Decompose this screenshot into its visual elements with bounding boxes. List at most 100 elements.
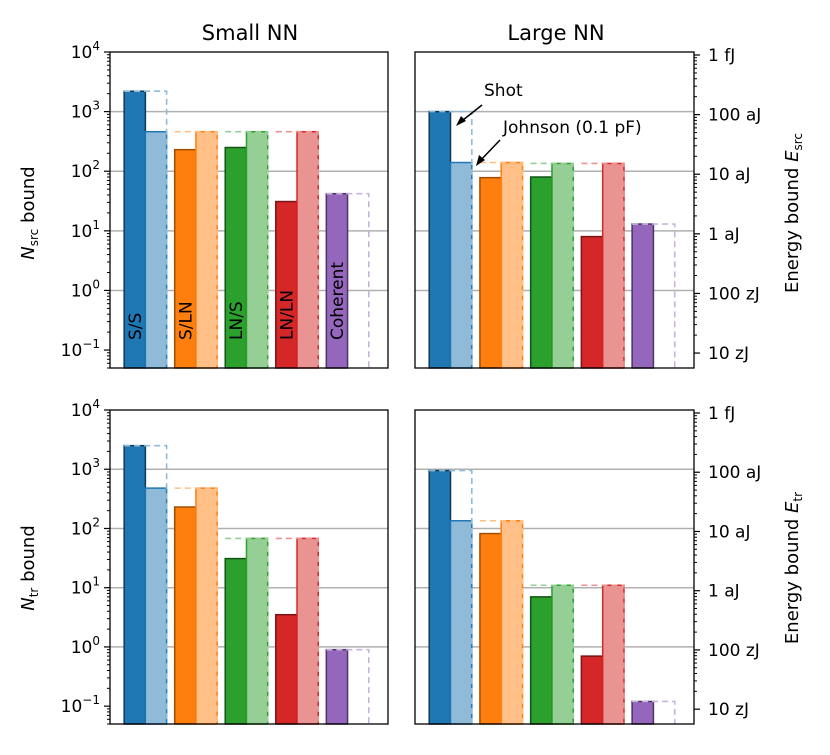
annotation-shot: Shot <box>456 81 523 126</box>
bar-dark-Coherent <box>631 700 655 725</box>
axes-frame <box>109 51 389 369</box>
ytick-label: 103 <box>71 456 100 480</box>
bars-layer: S/S S/LN LN/S LN/LN Coherent <box>123 90 676 725</box>
bar-dashed-S/S <box>429 110 473 368</box>
panel-2 <box>428 110 676 369</box>
energy-tick-label: 1 fJ <box>708 46 735 66</box>
panel-1: S/S S/LN LN/S LN/LN Coherent <box>123 90 370 369</box>
energy-tick-label: 1 aJ <box>708 582 740 602</box>
bar-dark-LN/S <box>529 596 553 725</box>
bar-dashed-Coherent <box>326 192 370 368</box>
bar-dashed-LN/S <box>225 537 269 724</box>
annotation-johnson-arrowhead <box>476 155 485 166</box>
bar-group-lns <box>224 537 269 725</box>
bar-group-ss <box>428 469 473 725</box>
energy-tick-label: 100 zJ <box>708 641 760 661</box>
bar-group-lnln <box>580 162 625 369</box>
column-title-small-nn: Small NN <box>202 21 298 45</box>
bar-dark-S/S <box>123 444 147 725</box>
bar-light-S/LN <box>500 519 524 725</box>
bar-dashed-LN/LN <box>275 537 320 724</box>
bar-light-S/S <box>449 161 473 369</box>
bar-light-LN/LN <box>601 162 625 369</box>
bar-dashed-S/LN <box>479 519 524 724</box>
bar-light-LN/LN <box>296 537 319 725</box>
energy-tick-label: 10 zJ <box>708 700 749 720</box>
bar-group-lns <box>529 162 575 369</box>
bar-dark-LN/LN <box>580 235 604 369</box>
ylabel-n-tr: Ntr bound <box>18 525 41 611</box>
bar-dashed-LN/LN <box>581 162 625 368</box>
bar-group-ss <box>428 110 473 369</box>
energy-tick-label: 1 fJ <box>708 404 735 424</box>
group-label-sln: S/LN <box>176 301 196 340</box>
ytick-label: 101 <box>71 575 100 599</box>
column-title-large-nn: Large NN <box>507 21 604 45</box>
group-label-lnln: LN/LN <box>277 290 297 340</box>
bar-group-sln <box>173 487 218 725</box>
bar-group-sln <box>479 161 524 369</box>
panel-3 <box>123 444 370 725</box>
ytick-label: 102 <box>71 158 100 182</box>
bar-group-coherent <box>631 700 676 725</box>
bar-light-LN/S <box>245 130 269 369</box>
bar-dashed-LN/LN <box>581 584 625 724</box>
bar-group-lnln <box>275 537 320 725</box>
bar-dark-LN/LN <box>275 200 298 369</box>
ytick-label: 100 <box>71 634 100 658</box>
bar-group-lns <box>529 584 575 725</box>
bar-light-S/S <box>449 519 473 725</box>
bar-dark-LN/LN <box>275 613 298 725</box>
bar-dashed-Coherent <box>632 223 676 368</box>
annotation-johnson: Johnson (0.1 pF) <box>476 118 642 166</box>
axes-frame <box>109 409 389 725</box>
bar-light-LN/LN <box>296 130 319 369</box>
energy-tick-label: 10 aJ <box>708 165 750 185</box>
bar-dark-S/LN <box>479 532 502 725</box>
bar-group-coherent <box>631 223 676 369</box>
bar-group-sln <box>173 130 218 369</box>
bar-dashed-S/S <box>124 90 168 368</box>
bar-dark-S/LN <box>173 506 197 725</box>
bar-dark-LN/LN <box>580 655 604 725</box>
bar-light-LN/S <box>245 537 269 725</box>
panel-4 <box>428 469 676 725</box>
axes-frame <box>414 409 695 725</box>
group-label-ss: S/S <box>126 313 146 340</box>
ytick-label: 10−1 <box>61 693 100 717</box>
axes-layer: 10−1 100 101 102 103 104 1 fJ 100 aJ 10 aJ 1 aJ 10… <box>61 39 761 725</box>
bar-dark-S/LN <box>479 176 502 369</box>
bar-dark-Coherent <box>631 223 655 369</box>
ytick-label: 103 <box>71 99 100 123</box>
bar-dashed-Coherent <box>326 648 370 724</box>
annotation-johnson-label: Johnson (0.1 pF) <box>502 118 642 138</box>
bar-light-LN/LN <box>601 584 625 725</box>
ytick-label: 104 <box>71 39 100 63</box>
bar-group-ss <box>123 444 168 725</box>
bar-dashed-S/LN <box>174 130 218 368</box>
annotation-shot-arrowhead <box>456 116 466 126</box>
ylabel-energy-src: Energy bound Esrc <box>782 133 805 293</box>
ylabel-n-src: Nsrc bound <box>18 166 41 259</box>
bar-group-lns <box>224 130 269 369</box>
bar-group-sln <box>479 519 524 725</box>
axes-frame <box>414 51 695 369</box>
energy-tick-label: 1 aJ <box>708 225 740 245</box>
bar-light-LN/S <box>551 162 575 369</box>
bar-dashed-Coherent <box>632 700 676 724</box>
ytick-label: 100 <box>71 277 100 301</box>
ytick-label: 102 <box>71 515 100 539</box>
bar-group-coherent <box>325 192 370 369</box>
bar-dark-Coherent <box>325 648 349 725</box>
annotation-shot-label: Shot <box>484 81 523 101</box>
bar-light-LN/S <box>551 584 575 725</box>
bar-dashed-S/S <box>429 469 473 724</box>
energy-tick-label: 100 aJ <box>708 106 761 126</box>
group-label-coherent: Coherent <box>328 262 348 340</box>
bar-dark-S/S <box>428 469 452 725</box>
bar-dashed-LN/LN <box>275 130 320 368</box>
bar-light-S/LN <box>500 161 524 369</box>
bar-group-lnln <box>580 584 625 725</box>
bar-light-S/S <box>144 487 168 725</box>
